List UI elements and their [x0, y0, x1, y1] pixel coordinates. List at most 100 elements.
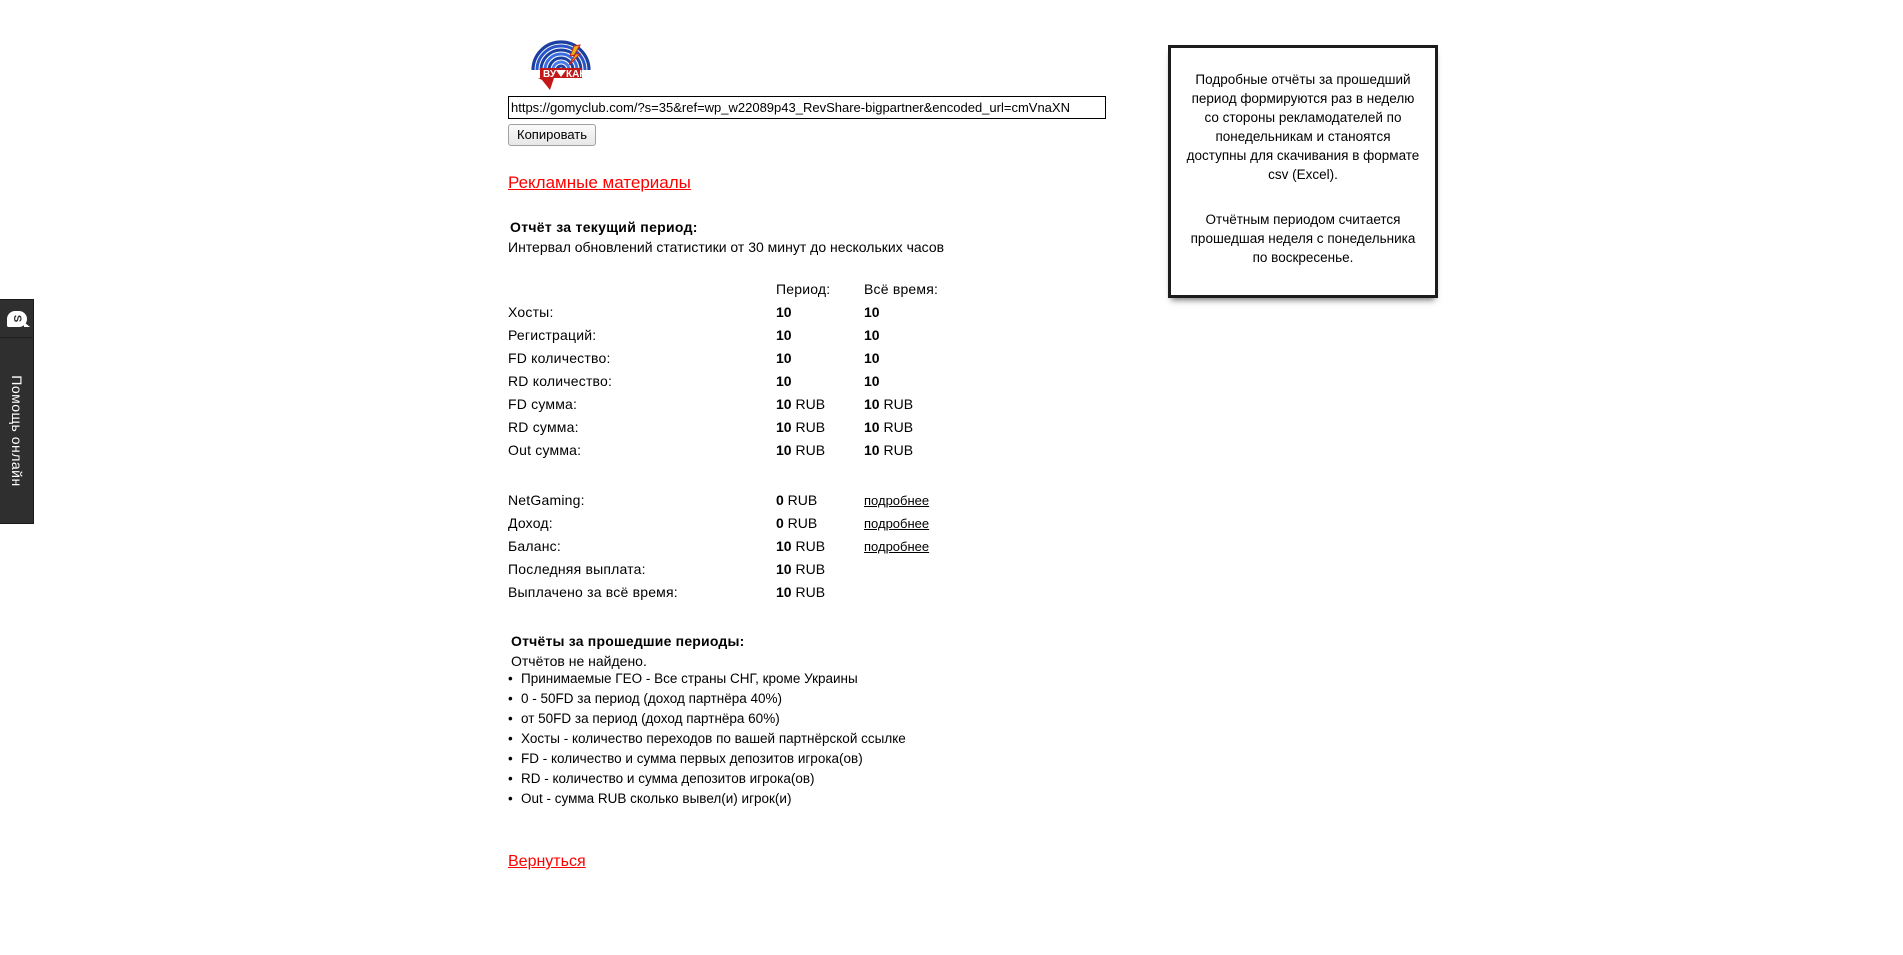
row-label: RD количество:: [508, 373, 613, 389]
header-spacer: [974, 281, 1064, 304]
row-label: Последняя выплата:: [508, 561, 646, 577]
details-link[interactable]: подробнее: [864, 493, 930, 508]
vulkan-logo: ВУ КАН: [530, 40, 592, 90]
glossary-list: Хосты - количество переходов по вашей па…: [508, 729, 1128, 809]
row-spacer-cell: [974, 561, 1064, 584]
row-period-value: 10: [776, 350, 792, 366]
row-label: FD количество:: [508, 350, 611, 366]
past-reports-title: Отчёты за прошедшие периоды:: [511, 633, 745, 649]
list-item: 0 - 50FD за период (доход партнёра 40%): [508, 689, 1128, 709]
speech-bubble-glyph: S: [11, 314, 23, 323]
info-box-paragraph-1: Подробные отчёты за прошедший период фор…: [1186, 72, 1420, 182]
table-row: FD количество: 10 10: [508, 350, 1064, 373]
header-label: [508, 281, 776, 304]
list-item: Хосты - количество переходов по вашей па…: [508, 729, 1128, 749]
table-row: Доход: 0 RUB подробнее: [508, 515, 1064, 538]
row-spacer-cell: [974, 515, 1064, 538]
help-online-tab[interactable]: S Помощь онлайн: [0, 299, 34, 524]
table-row: NetGaming: 0 RUB подробнее: [508, 492, 1064, 515]
row-spacer-cell: [974, 538, 1064, 561]
list-item: Out - сумма RUB сколько вывел(и) игрок(и…: [508, 789, 1128, 809]
row-label: Доход:: [508, 515, 553, 531]
details-link[interactable]: подробнее: [864, 516, 930, 531]
row-period-value: 0 RUB: [776, 515, 818, 531]
current-report-title: Отчёт за текущий период:: [510, 219, 698, 235]
row-alltime-value: 10: [864, 304, 880, 320]
info-box-paragraph-2: Отчётным периодом считается прошедшая не…: [1190, 212, 1416, 265]
row-more-cell: [974, 396, 1064, 419]
row-period-value: 10 RUB: [776, 538, 826, 554]
table-row: Регистраций: 10 10: [508, 327, 1064, 350]
help-tab-label-wrap[interactable]: Помощь онлайн: [0, 338, 34, 523]
row-alltime-value: 10 RUB: [864, 396, 914, 412]
table-row: FD сумма: 10 RUB 10 RUB: [508, 396, 1064, 419]
svg-text:КАН: КАН: [566, 69, 587, 80]
copy-button[interactable]: Копировать: [508, 124, 596, 146]
row-period-value: 10 RUB: [776, 584, 826, 600]
help-tab-label: Помощь онлайн: [8, 374, 25, 487]
svg-text:ВУ: ВУ: [543, 69, 557, 80]
table-row: Баланс: 10 RUB подробнее: [508, 538, 1064, 561]
list-item: Принимаемые ГЕО - Все страны СНГ, кроме …: [508, 669, 1128, 689]
row-label: Регистраций:: [508, 327, 597, 343]
header-period: Период:: [776, 281, 831, 297]
row-more-cell: [974, 350, 1064, 373]
table-row: RD количество: 10 10: [508, 373, 1064, 396]
past-reports-empty: Отчётов не найдено.: [511, 653, 647, 669]
info-box: Подробные отчёты за прошедший период фор…: [1168, 45, 1438, 298]
row-alltime-value: 10: [864, 327, 880, 343]
stats-table-secondary: NetGaming: 0 RUB подробнее Доход: 0 RUB подро…: [508, 492, 1064, 607]
row-period-value: 10: [776, 304, 792, 320]
row-spacer-cell: [974, 584, 1064, 607]
row-more-cell: [974, 373, 1064, 396]
list-item: RD - количество и сумма депозитов игрока…: [508, 769, 1128, 789]
list-item: от 50FD за период (доход партнёра 60%): [508, 709, 1128, 729]
current-report-subtitle: Интервал обновлений статистики от 30 мин…: [508, 239, 945, 255]
row-label: NetGaming:: [508, 492, 585, 508]
details-link[interactable]: подробнее: [864, 539, 930, 554]
table-row: Последняя выплата: 10 RUB: [508, 561, 1064, 584]
row-period-value: 10 RUB: [776, 442, 826, 458]
back-link[interactable]: Вернуться: [508, 853, 586, 870]
row-label: RD сумма:: [508, 419, 579, 435]
referral-link-row: Копировать: [508, 96, 1128, 146]
row-alltime-value: 10: [864, 373, 880, 389]
row-label: Баланс:: [508, 538, 561, 554]
row-more-cell: [974, 419, 1064, 442]
row-spacer-cell: [974, 492, 1064, 515]
row-label: Хосты:: [508, 304, 554, 320]
table-row: Выплачено за всё время: 10 RUB: [508, 584, 1064, 607]
help-icon-wrap[interactable]: S: [0, 300, 34, 338]
row-more-cell: [864, 584, 974, 607]
row-period-value: 0 RUB: [776, 492, 818, 508]
promo-materials-link[interactable]: Рекламные материалы: [508, 173, 691, 192]
row-label: FD сумма:: [508, 396, 578, 412]
row-label: Выплачено за всё время:: [508, 584, 678, 600]
row-period-value: 10 RUB: [776, 419, 826, 435]
stats-table-primary: Период: Всё время: Хосты: 10 10 Регистраций…: [508, 281, 1064, 465]
speech-bubble-icon: S: [6, 310, 30, 327]
list-item: FD - количество и сумма первых депозитов…: [508, 749, 1128, 769]
row-more-cell[interactable]: подробнее: [864, 538, 974, 561]
row-period-value: 10: [776, 327, 792, 343]
row-alltime-value: 10: [864, 350, 880, 366]
table-row: Out сумма: 10 RUB 10 RUB: [508, 442, 1064, 465]
table-header-row: Период: Всё время:: [508, 281, 1064, 304]
header-alltime: Всё время:: [864, 281, 939, 297]
row-period-value: 10 RUB: [776, 396, 826, 412]
table-row: Хосты: 10 10: [508, 304, 1064, 327]
row-period-value: 10: [776, 373, 792, 389]
terms-list: Принимаемые ГЕО - Все страны СНГ, кроме …: [508, 669, 1128, 729]
row-alltime-value: 10 RUB: [864, 419, 914, 435]
row-label: Out сумма:: [508, 442, 582, 458]
row-more-cell: [974, 442, 1064, 465]
row-more-cell: [974, 327, 1064, 350]
row-more-cell[interactable]: подробнее: [864, 515, 974, 538]
referral-url-input[interactable]: [508, 96, 1106, 119]
row-more-cell: [864, 561, 974, 584]
row-period-value: 10 RUB: [776, 561, 826, 577]
table-row: RD сумма: 10 RUB 10 RUB: [508, 419, 1064, 442]
row-more-cell: [974, 304, 1064, 327]
row-more-cell[interactable]: подробнее: [864, 492, 974, 515]
